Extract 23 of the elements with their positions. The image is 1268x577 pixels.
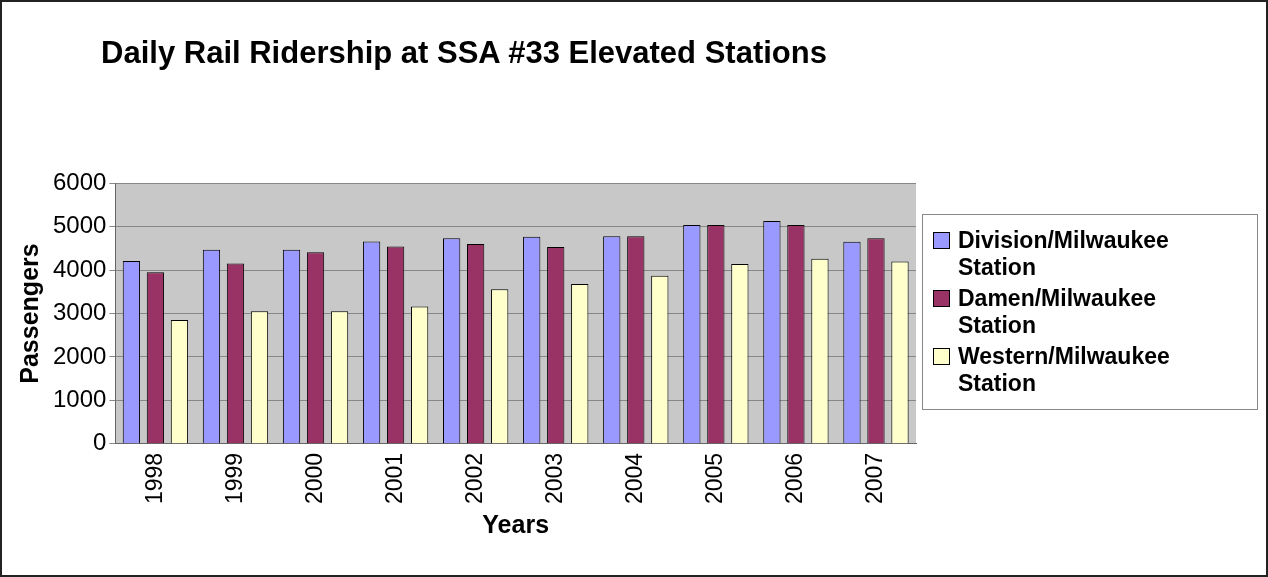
- legend-label: Western/Milwaukee Station: [958, 343, 1171, 397]
- x-tick-label: 1998: [140, 452, 167, 505]
- x-tick-label: 2002: [461, 452, 488, 505]
- x-tick-label: 1999: [220, 452, 247, 505]
- y-tick-label: 5000: [53, 211, 107, 239]
- legend-label: Damen/Milwaukee Station: [958, 285, 1158, 339]
- y-tick-label: 6000: [53, 167, 107, 195]
- x-axis-title: Years: [482, 509, 550, 538]
- y-tick-label: 1000: [53, 385, 107, 413]
- x-tick-label: 2000: [300, 452, 327, 505]
- y-tick-label: 0: [93, 428, 107, 456]
- y-tick-label: 2000: [53, 341, 107, 369]
- y-tick-label: 4000: [53, 254, 107, 282]
- chart-title: Daily Rail Ridership at SSA #33 Elevated Stations: [101, 35, 827, 71]
- x-tick-label: 2005: [701, 452, 728, 505]
- legend-label: Division/Milwaukee Station: [958, 227, 1170, 281]
- y-tick-label: 3000: [53, 298, 107, 326]
- y-axis-title: Passengers: [14, 243, 43, 384]
- x-tick-label: 2007: [861, 452, 888, 505]
- x-tick-label: 2006: [781, 452, 808, 505]
- x-tick-label: 2004: [621, 452, 648, 505]
- x-tick-label: 2001: [380, 452, 407, 505]
- x-tick-label: 2003: [541, 452, 568, 505]
